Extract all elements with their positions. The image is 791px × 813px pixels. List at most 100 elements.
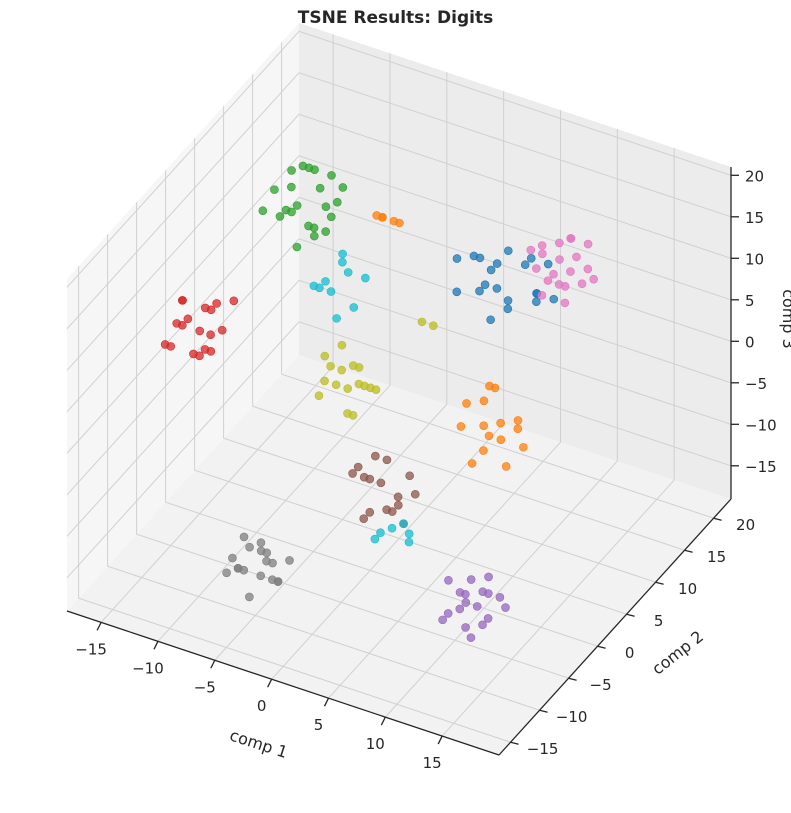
data-point [195, 326, 205, 336]
y-tick-label: −15 [527, 740, 559, 758]
data-point [365, 507, 375, 517]
data-point [343, 384, 353, 393]
data-point [462, 399, 471, 408]
data-point [262, 548, 272, 558]
data-point [200, 303, 210, 313]
data-point [480, 280, 490, 289]
data-point [287, 207, 296, 217]
data-point [461, 589, 470, 599]
data-point [287, 182, 296, 192]
data-point [577, 279, 587, 288]
data-point [314, 391, 324, 400]
data-point [348, 469, 357, 478]
chart-title: TSNE Results: Digits [297, 8, 494, 28]
data-points [160, 161, 598, 642]
data-point [393, 492, 403, 502]
data-point [212, 299, 221, 308]
data-point [475, 286, 484, 296]
data-point [178, 296, 187, 305]
data-point [472, 602, 482, 611]
data-point [245, 542, 254, 552]
data-point [589, 274, 598, 284]
data-point [337, 365, 346, 375]
data-point [228, 553, 237, 563]
data-point [456, 422, 466, 431]
data-point [233, 563, 243, 573]
y-tick-mark [539, 709, 548, 713]
data-point [461, 623, 470, 632]
data-point [321, 277, 330, 286]
data-point [490, 383, 500, 393]
y-tick-mark [510, 741, 519, 745]
data-point [429, 321, 438, 330]
data-point [273, 577, 283, 586]
data-point [503, 296, 513, 305]
y-tick-label: 20 [736, 516, 755, 534]
data-point [315, 183, 325, 193]
z-tick-label: 5 [745, 292, 755, 310]
data-point [321, 227, 330, 236]
data-point [503, 246, 513, 256]
x-axis-line [66, 610, 500, 756]
y-gridline [223, 106, 656, 583]
data-point [394, 500, 403, 510]
data-point [495, 593, 505, 602]
x-gridline [441, 148, 675, 737]
data-point [371, 385, 381, 395]
data-point [320, 351, 330, 361]
y-tick-mark [626, 613, 635, 617]
data-point [387, 507, 397, 516]
data-point [466, 633, 476, 642]
data-point [410, 489, 420, 499]
data-point [200, 345, 210, 354]
data-point [566, 267, 575, 276]
z-gridline [66, 321, 732, 579]
data-point [292, 242, 302, 252]
data-point [443, 609, 453, 618]
x-tick-mark [153, 641, 159, 650]
data-point [189, 349, 198, 359]
data-point [270, 185, 279, 194]
data-point [532, 264, 541, 273]
data-point [466, 575, 476, 584]
data-point [310, 165, 319, 175]
data-point [309, 223, 319, 233]
y-tick-label: 0 [625, 644, 635, 662]
x-tick-label: −15 [75, 640, 107, 658]
z-tick-label: 0 [745, 333, 755, 351]
y-tick-mark [597, 645, 606, 649]
data-point [348, 411, 358, 420]
y-tick-mark [655, 581, 664, 585]
x-gridline [214, 72, 448, 661]
data-point [360, 381, 369, 391]
x-tick-mark [96, 622, 102, 631]
y-gridline [252, 74, 685, 551]
y-tick-label: 5 [654, 612, 664, 630]
data-point [486, 315, 495, 325]
data-point [256, 538, 266, 547]
data-point [492, 259, 502, 268]
data-point [572, 252, 581, 262]
data-point [496, 435, 506, 444]
x-tick-mark [380, 716, 386, 726]
data-point [469, 251, 479, 261]
data-point [543, 276, 553, 285]
y-tick-label: 15 [707, 548, 726, 566]
data-point [326, 212, 336, 222]
y-gridline [107, 234, 540, 711]
axes-panes [67, 23, 731, 755]
x-tick-label: 5 [314, 716, 324, 734]
y-tick-label: −10 [556, 708, 588, 726]
data-point [560, 298, 570, 308]
y-gridline [194, 138, 627, 615]
data-point [513, 416, 523, 425]
data-point [326, 361, 335, 371]
data-point [519, 442, 528, 452]
data-point [275, 212, 285, 221]
data-point [262, 556, 271, 566]
z-tick-label: 20 [745, 167, 764, 185]
data-point [258, 206, 268, 216]
data-point [348, 361, 358, 370]
data-point [178, 320, 187, 330]
